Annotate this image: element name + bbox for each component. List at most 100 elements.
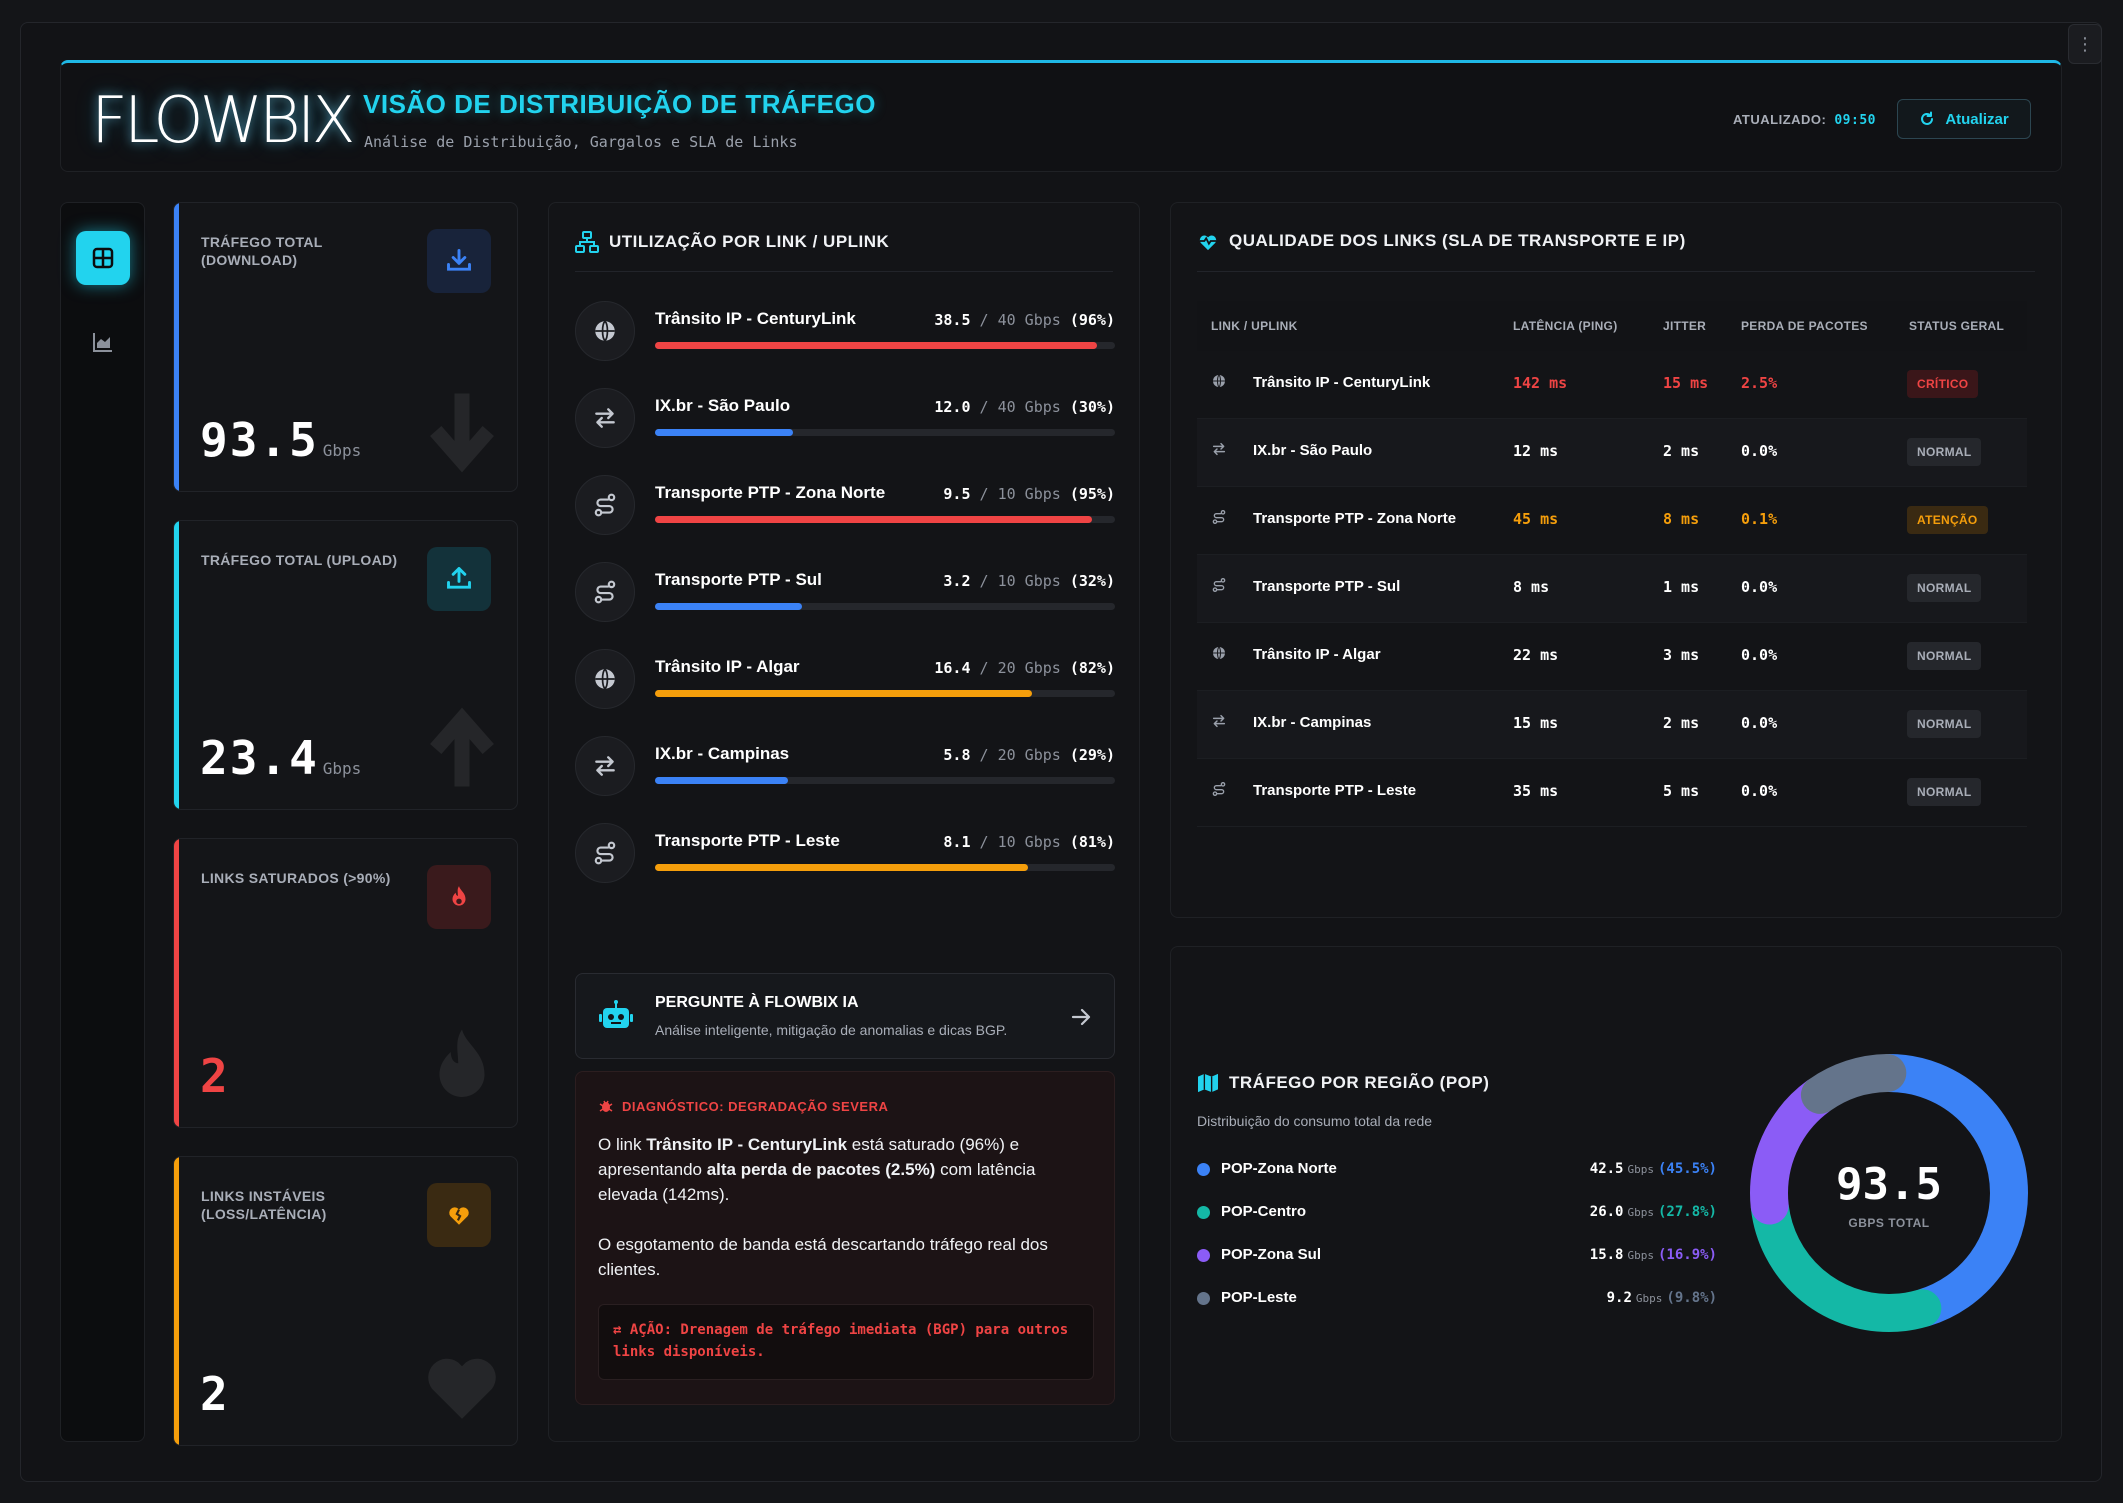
cell-loss: 0.0% (1741, 442, 1778, 460)
link-capacity: 10 Gbps (997, 833, 1061, 851)
status-badge: ATENÇÃO (1907, 506, 1988, 534)
cell-jitter: 3 ms (1663, 646, 1700, 664)
link-row[interactable]: IX.br - São Paulo 12.0 / 40 Gbps (30%) (575, 386, 1115, 450)
table-row[interactable]: Transporte PTP - Leste 35 ms 5 ms 0.0% NORMA… (1197, 759, 2027, 827)
utilization-title: UTILIZAÇÃO POR LINK / UPLINK (575, 231, 889, 253)
diagnosis-paragraph-1: O link Trânsito IP - CenturyLink está sa… (598, 1132, 1098, 1207)
table-row[interactable]: IX.br - São Paulo 12 ms 2 ms 0.0% NORMAL (1197, 419, 2027, 487)
ai-subtitle: Análise inteligente, mitigação de anomal… (655, 1022, 1008, 1038)
diag-link-name: Trânsito IP - CenturyLink (646, 1135, 848, 1154)
usage-bar-track (655, 429, 1115, 436)
link-capacity: 20 Gbps (997, 746, 1061, 764)
cell-loss: 0.0% (1741, 782, 1778, 800)
region-donut-chart: 93.5 GBPS TOTAL (1750, 1054, 2028, 1332)
cell-jitter: 5 ms (1663, 782, 1700, 800)
link-name: IX.br - São Paulo (655, 396, 791, 415)
cell-link-name: Transporte PTP - Sul (1253, 578, 1401, 595)
sidebar-item-dashboard[interactable] (76, 231, 130, 285)
broken-heart-icon (417, 1340, 507, 1435)
link-usage: 5.8 / 20 Gbps (29%) (943, 746, 1115, 764)
region-value-number: 9.2 (1606, 1290, 1632, 1306)
globe-icon (575, 301, 635, 361)
diagnosis-card: DIAGNÓSTICO: DEGRADAÇÃO SEVERA O link Tr… (575, 1071, 1115, 1405)
cell-loss: 0.0% (1741, 714, 1778, 732)
link-name: Transporte PTP - Zona Norte (655, 483, 886, 502)
usage-bar-fill (655, 777, 789, 784)
sidebar (60, 202, 145, 1442)
diag-loss: alta perda de pacotes (2.5%) (706, 1160, 936, 1179)
link-usage: 3.2 / 10 Gbps (32%) (943, 572, 1115, 590)
donut-slice-pop-leste (1750, 1054, 2028, 1332)
link-row[interactable]: Trânsito IP - Algar 16.4 / 20 Gbps (82%) (575, 647, 1115, 711)
link-row[interactable]: Transporte PTP - Sul 3.2 / 10 Gbps (32%) (575, 560, 1115, 624)
kpi-value: 2 (200, 1367, 230, 1421)
region-pct: (45.5%) (1657, 1161, 1717, 1177)
region-value-number: 15.8 (1589, 1247, 1624, 1263)
table-row[interactable]: Trânsito IP - CenturyLink 142 ms 15 ms 2.5%… (1197, 351, 2027, 419)
kpi-icon-box (427, 865, 491, 929)
globe-icon (575, 649, 635, 709)
table-row[interactable]: Transporte PTP - Zona Norte 45 ms 8 ms 0.1%… (1197, 487, 2027, 555)
heart-pulse-icon (1199, 235, 1217, 251)
region-panel: TRÁFEGO POR REGIÃO (POP) Distribuição do… (1170, 946, 2062, 1442)
usage-bar-fill (655, 342, 1097, 349)
usage-bar-track (655, 342, 1115, 349)
status-badge: NORMAL (1907, 642, 1982, 670)
legend-dot (1197, 1206, 1210, 1219)
cell-link-name: Transporte PTP - Zona Norte (1253, 510, 1457, 527)
table-row[interactable]: Transporte PTP - Sul 8 ms 1 ms 0.0% NORMAL (1197, 555, 2027, 623)
link-name: IX.br - Campinas (655, 744, 790, 763)
table-row[interactable]: IX.br - Campinas 15 ms 2 ms 0.0% NORMAL (1197, 691, 2027, 759)
cell-latency: 22 ms (1513, 646, 1559, 664)
status-badge: NORMAL (1907, 710, 1982, 738)
route-icon (1211, 509, 1227, 530)
table-row[interactable]: Trânsito IP - Algar 22 ms 3 ms 0.0% NORMAL (1197, 623, 2027, 691)
link-used: 16.4 (934, 659, 971, 677)
cell-link-name: Transporte PTP - Leste (1253, 782, 1417, 799)
sidebar-item-analytics[interactable] (76, 315, 130, 369)
status-badge: NORMAL (1907, 574, 1982, 602)
link-capacity: 40 Gbps (997, 398, 1061, 416)
cell-loss: 0.1% (1741, 510, 1778, 528)
col-link: LINK / UPLINK (1211, 319, 1298, 333)
refresh-button[interactable]: Atualizar (1897, 99, 2031, 139)
usage-bar-fill (655, 603, 803, 610)
arrow-right-icon[interactable] (1070, 1006, 1092, 1028)
broken-heart-icon (449, 1207, 469, 1225)
kpi-icon-box (427, 229, 491, 293)
kpi-value-number: 93.5 (200, 413, 319, 467)
cell-loss: 0.0% (1741, 578, 1778, 596)
utilization-panel: UTILIZAÇÃO POR LINK / UPLINK Trânsito IP… (548, 202, 1140, 1442)
link-pct: (95%) (1069, 485, 1115, 503)
link-used: 8.1 (943, 833, 971, 851)
link-pct: (81%) (1069, 833, 1115, 851)
more-options-icon[interactable]: ⋮ (2068, 24, 2102, 64)
diag-text-part: com latência elevada (142ms). (598, 1160, 1036, 1204)
kpi-value: 2 (200, 1049, 230, 1103)
link-name: Transporte PTP - Leste (655, 831, 840, 850)
logo: FLOWBIX (91, 84, 355, 158)
region-value-number: 26.0 (1589, 1204, 1624, 1220)
link-row[interactable]: IX.br - Campinas 5.8 / 20 Gbps (29%) (575, 734, 1115, 798)
region-unit: Gbps (1627, 1206, 1654, 1219)
link-row[interactable]: Trânsito IP - CenturyLink 38.5 / 40 Gbps … (575, 299, 1115, 363)
region-unit: Gbps (1635, 1292, 1663, 1305)
last-updated: ATUALIZADO: 09:50 (1733, 112, 1876, 128)
divider (575, 271, 1113, 272)
link-row[interactable]: Transporte PTP - Zona Norte 9.5 / 10 Gbps… (575, 473, 1115, 537)
col-latency: LATÊNCIA (PING) (1513, 319, 1618, 333)
link-row[interactable]: Transporte PTP - Leste 8.1 / 10 Gbps (81%… (575, 821, 1115, 885)
kpi-accent-bar (174, 521, 179, 809)
updated-time: 09:50 (1834, 113, 1876, 128)
ask-ai-card[interactable]: PERGUNTE À FLOWBIX IA Análise inteligent… (575, 973, 1115, 1059)
diagnosis-heading: DIAGNÓSTICO: DEGRADAÇÃO SEVERA (598, 1098, 888, 1114)
page-subtitle: Análise de Distribuição, Gargalos e SLA … (364, 133, 798, 151)
kpi-accent-bar (174, 839, 179, 1127)
region-pct: (16.9%) (1657, 1247, 1717, 1263)
usage-bar-fill (655, 690, 1033, 697)
region-unit: Gbps (1627, 1249, 1654, 1262)
upload-icon (447, 567, 471, 589)
arrow-up-icon (417, 704, 507, 799)
kpi-card-saturated: LINKS SATURADOS (>90%) 2 (173, 838, 518, 1128)
usage-bar-fill (655, 516, 1092, 523)
